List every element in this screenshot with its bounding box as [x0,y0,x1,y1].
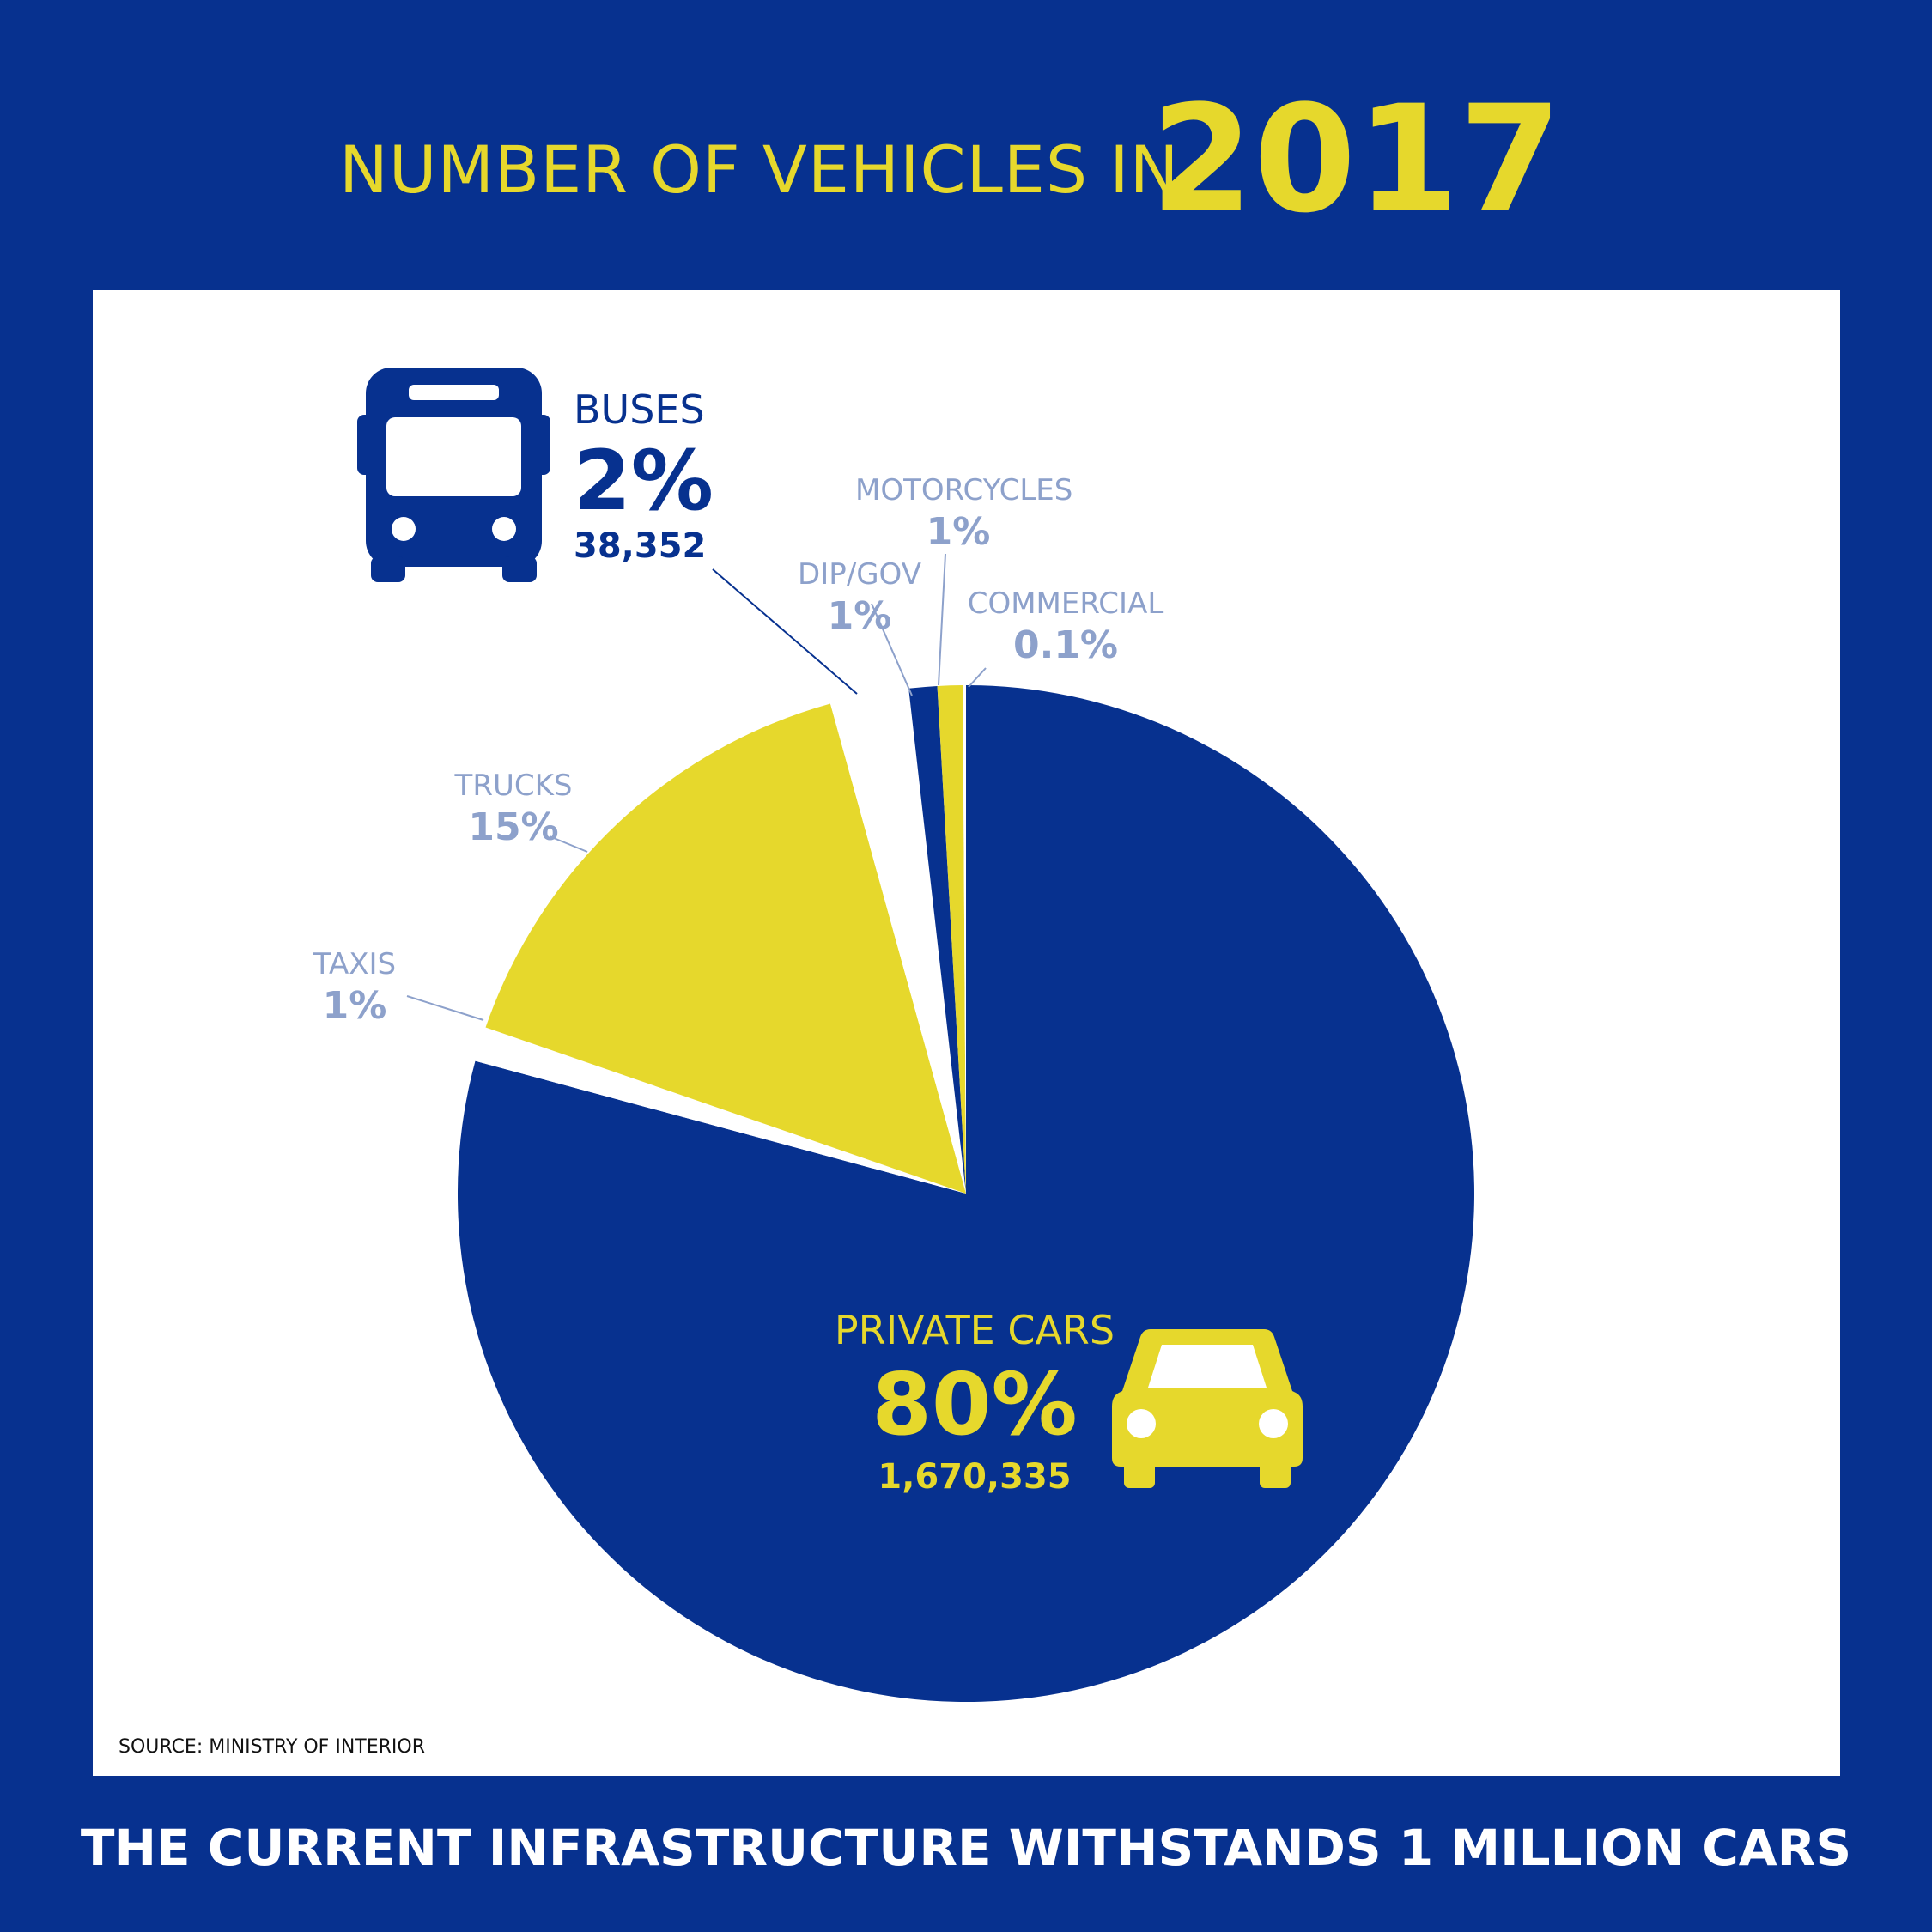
label-taxis-name: TAXIS [313,947,397,981]
footer-text: THE CURRENT INFRASTRUCTURE WITHSTANDS 1 … [80,1819,1852,1877]
source-note: SOURCE: MINISTRY OF INTERIOR [118,1736,425,1758]
label-private-cars-name: PRIVATE CARS [834,1307,1115,1353]
label-trucks-name: TRUCKS [454,769,573,803]
label-dipgov-name: DIP/GOV [798,557,921,592]
label-commercial-percent: 0.1% [1012,623,1119,667]
label-dipgov-percent: 1% [827,594,892,638]
leader-motorcycles [938,553,946,686]
pie-slice-buses [829,688,966,1194]
label-private-cars-percent: 80% [872,1354,1078,1455]
pie-slice-motorcycles [937,685,966,1194]
label-private-cars-count: 1,670,335 [878,1457,1072,1497]
label-trucks-percent: 15% [468,805,559,849]
label-taxis-percent: 1% [322,984,387,1028]
leader-trucks [549,835,588,853]
bus-icon [357,368,550,582]
label-dipgov: DIP/GOV 1% [795,560,924,635]
label-motorcycles-name: MOTORCYCLES [855,473,1073,507]
label-private-cars: PRIVATE CARS 80% 1,670,335 [816,1310,1133,1494]
leader-dipgov [871,603,913,696]
label-motorcycles: MOTORCYCLES 1% [855,473,1073,554]
label-buses-percent: 2% [574,433,714,529]
label-trucks: TRUCKS 15% [436,771,591,847]
car-icon [1112,1329,1303,1488]
pie-slice-dipgov [908,685,966,1194]
label-motorcycles-percent: 1% [926,510,991,554]
label-buses-count: 38,352 [574,526,707,566]
chart-panel: BUSES 2% 38,352 MOTORCYCLES 1% DIP/GOV 1… [93,290,1840,1776]
title-text: NUMBER OF VEHICLES IN [339,131,1180,208]
label-buses: BUSES 2% 38,352 [574,390,714,563]
title-year: 2017 [1151,73,1562,246]
leader-commercial [968,667,987,688]
label-taxis: TAXIS 1% [299,950,410,1025]
label-commercial: COMMERCIAL 0.1% [958,589,1173,665]
pie-slice-trucks [485,703,966,1194]
leader-taxis [406,995,484,1021]
leader-buses [712,568,858,695]
label-buses-name: BUSES [574,386,705,433]
title: NUMBER OF VEHICLES IN 2017 [0,86,1932,240]
pie-slice-taxis [475,1027,966,1194]
label-commercial-name: COMMERCIAL [967,586,1164,621]
